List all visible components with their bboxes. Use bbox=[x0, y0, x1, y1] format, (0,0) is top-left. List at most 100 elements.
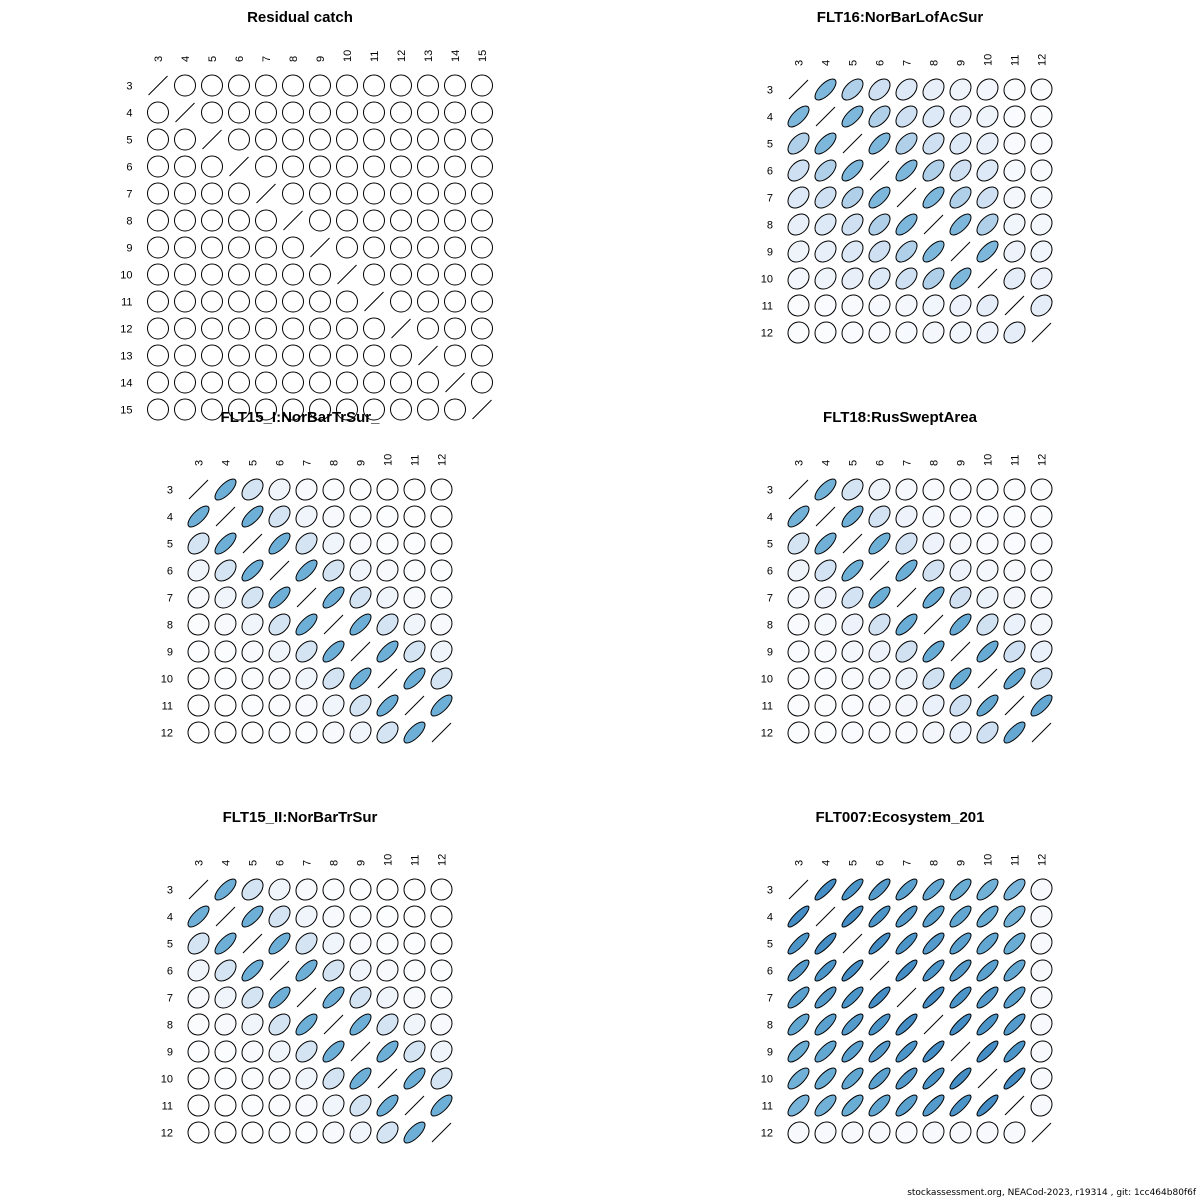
diagonal-line bbox=[842, 133, 863, 154]
correlation-ellipse bbox=[309, 344, 331, 367]
correlation-ellipse bbox=[268, 1121, 291, 1144]
correlation-ellipse bbox=[949, 159, 972, 182]
correlation-ellipse bbox=[787, 213, 810, 236]
correlation-ellipse bbox=[174, 74, 196, 97]
column-label: 12 bbox=[437, 854, 449, 866]
correlation-ellipse bbox=[336, 290, 358, 313]
correlation-ellipse bbox=[1003, 78, 1026, 101]
correlation-ellipse bbox=[1003, 667, 1026, 690]
correlation-ellipse bbox=[1003, 186, 1026, 209]
column-label: 9 bbox=[956, 860, 968, 866]
correlation-ellipse bbox=[976, 959, 999, 982]
correlation-ellipse bbox=[403, 640, 426, 663]
correlation-ellipse bbox=[309, 290, 331, 313]
column-label: 7 bbox=[902, 860, 914, 866]
correlation-ellipse bbox=[255, 101, 277, 124]
correlation-ellipse bbox=[444, 317, 466, 340]
correlation-ellipse bbox=[922, 240, 945, 263]
row-label: 4 bbox=[767, 112, 773, 124]
column-label: 12 bbox=[1037, 454, 1049, 466]
correlation-ellipse bbox=[1030, 240, 1053, 263]
correlation-ellipse bbox=[147, 182, 169, 205]
correlation-ellipse bbox=[349, 932, 372, 955]
correlation-ellipse bbox=[430, 986, 453, 1009]
row-label: 10 bbox=[761, 1074, 773, 1086]
diagonal-line bbox=[431, 722, 452, 743]
correlation-ellipse bbox=[417, 128, 439, 151]
correlation-ellipse bbox=[214, 1121, 237, 1144]
correlation-ellipse bbox=[949, 613, 972, 636]
correlation-ellipse bbox=[214, 932, 237, 955]
correlation-ellipse bbox=[922, 721, 945, 744]
correlation-ellipse bbox=[322, 505, 345, 528]
diagonal-line bbox=[188, 479, 209, 500]
correlation-ellipse bbox=[174, 236, 196, 259]
correlation-ellipse bbox=[268, 532, 291, 555]
correlation-ellipse bbox=[430, 559, 453, 582]
diagonal-line bbox=[869, 560, 890, 581]
correlation-ellipse bbox=[417, 209, 439, 232]
correlation-ellipse bbox=[228, 317, 250, 340]
correlation-ellipse bbox=[241, 505, 264, 528]
correlation-ellipse bbox=[787, 294, 810, 317]
correlation-ellipse bbox=[976, 105, 999, 128]
correlation-ellipse bbox=[1003, 240, 1026, 263]
correlation-ellipse bbox=[309, 182, 331, 205]
correlation-ellipse bbox=[322, 532, 345, 555]
correlation-ellipse bbox=[430, 905, 453, 928]
correlation-ellipse bbox=[895, 78, 918, 101]
row-label: 5 bbox=[126, 135, 132, 147]
correlation-ellipse bbox=[363, 263, 385, 286]
column-label: 5 bbox=[248, 460, 260, 466]
correlation-ellipse bbox=[949, 721, 972, 744]
correlation-ellipse bbox=[922, 505, 945, 528]
correlation-ellipse bbox=[214, 878, 237, 901]
correlation-ellipse bbox=[841, 559, 864, 582]
row-label: 12 bbox=[761, 728, 773, 740]
correlation-ellipse bbox=[1030, 159, 1053, 182]
correlation-ellipse bbox=[922, 559, 945, 582]
row-label: 7 bbox=[167, 593, 173, 605]
correlation-ellipse bbox=[403, 532, 426, 555]
correlation-ellipse bbox=[390, 155, 412, 178]
correlation-ellipse bbox=[1003, 1067, 1026, 1090]
row-label: 6 bbox=[167, 966, 173, 978]
diagonal-line bbox=[215, 506, 236, 527]
row-label: 8 bbox=[126, 216, 132, 228]
diagonal-line bbox=[242, 533, 263, 554]
row-label: 5 bbox=[767, 939, 773, 951]
correlation-ellipse bbox=[376, 959, 399, 982]
column-label: 15 bbox=[477, 50, 489, 62]
column-label: 3 bbox=[794, 460, 806, 466]
correlation-ellipse bbox=[922, 186, 945, 209]
correlation-ellipse bbox=[214, 667, 237, 690]
correlation-ellipse bbox=[1030, 959, 1053, 982]
correlation-ellipse bbox=[868, 1094, 891, 1117]
column-label: 8 bbox=[929, 460, 941, 466]
correlation-ellipse bbox=[241, 721, 264, 744]
row-label: 5 bbox=[767, 139, 773, 151]
correlation-ellipse bbox=[787, 959, 810, 982]
correlation-ellipse bbox=[336, 236, 358, 259]
correlation-ellipse bbox=[895, 878, 918, 901]
correlation-ellipse bbox=[349, 694, 372, 717]
correlation-ellipse bbox=[895, 478, 918, 501]
correlation-ellipse bbox=[814, 132, 837, 155]
column-label: 10 bbox=[983, 454, 995, 466]
correlation-ellipse bbox=[295, 640, 318, 663]
correlation-ellipse bbox=[949, 294, 972, 317]
column-label: 6 bbox=[275, 460, 287, 466]
correlation-ellipse bbox=[814, 613, 837, 636]
correlation-ellipse bbox=[976, 986, 999, 1009]
column-label: 7 bbox=[261, 56, 273, 62]
correlation-ellipse bbox=[814, 932, 837, 955]
correlation-ellipse bbox=[841, 694, 864, 717]
correlation-ellipse bbox=[895, 321, 918, 344]
correlation-ellipse bbox=[214, 532, 237, 555]
column-label: 4 bbox=[821, 60, 833, 66]
correlation-ellipse bbox=[814, 1121, 837, 1144]
row-label: 4 bbox=[767, 912, 773, 924]
correlation-ellipse bbox=[1003, 478, 1026, 501]
diagonal-line bbox=[923, 1014, 944, 1035]
diagonal-line bbox=[950, 1041, 971, 1062]
